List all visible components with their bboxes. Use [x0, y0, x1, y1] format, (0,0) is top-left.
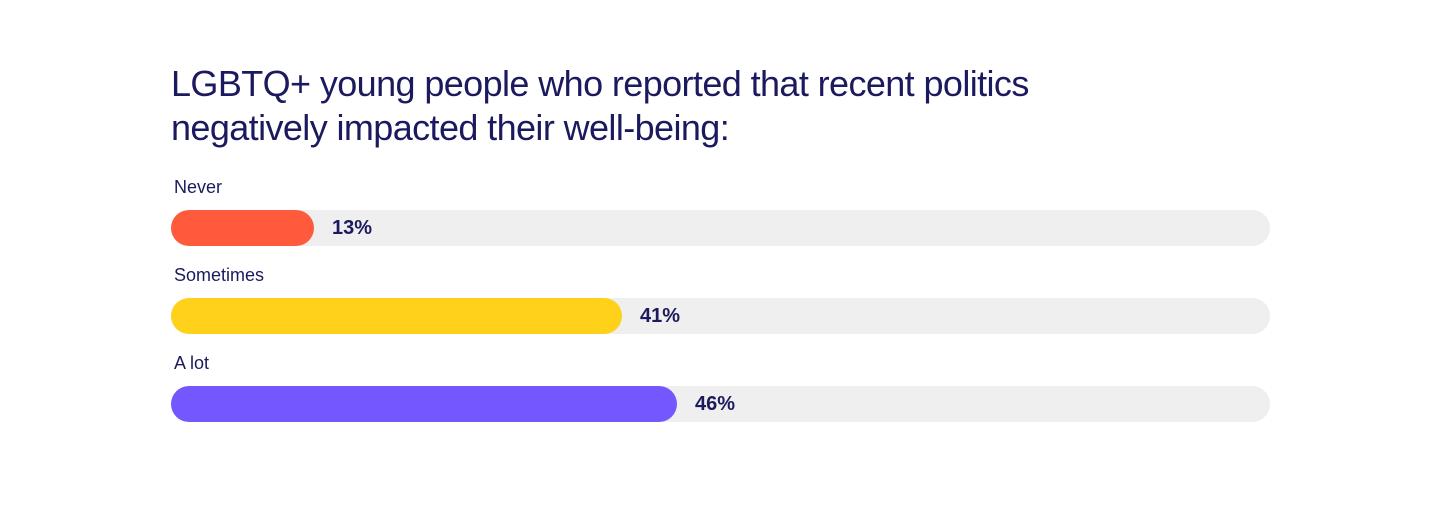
value-label: 41% — [640, 305, 681, 327]
bar-row-sometimes: Sometimes 41% — [171, 264, 1270, 352]
bar-track: 46% — [171, 386, 1270, 422]
value-label: 13% — [332, 217, 373, 239]
bar-track: 13% — [171, 210, 1270, 246]
category-label: Sometimes — [174, 265, 265, 285]
bar-row-never: Never 13% — [171, 176, 1270, 264]
bar-track: 41% — [171, 298, 1270, 334]
category-label: Never — [174, 177, 223, 197]
chart-title: LGBTQ+ young people who reported that re… — [171, 63, 1029, 148]
bar-never — [171, 210, 314, 246]
bar-a-lot — [171, 386, 677, 422]
bar-rows: Never 13% Sometimes 41% A lot 46% — [171, 176, 1270, 440]
value-label: 46% — [695, 393, 736, 415]
bar-row-a-lot: A lot 46% — [171, 352, 1270, 440]
bar-sometimes — [171, 298, 622, 334]
category-label: A lot — [174, 353, 210, 373]
chart: LGBTQ+ young people who reported that re… — [171, 62, 1270, 440]
